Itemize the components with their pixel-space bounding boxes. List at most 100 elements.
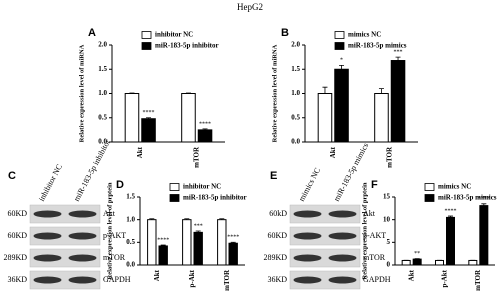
blot-row: [29, 270, 101, 290]
x-tick-label: Akt: [407, 269, 415, 281]
legend-label: inhibitor NC: [155, 31, 193, 39]
y-tick-label: 5: [387, 238, 391, 246]
y-axis-label: Relative expression level of prptein: [361, 182, 368, 279]
blot-row: [29, 204, 101, 224]
legend-swatch: [169, 183, 180, 191]
protein-label: Akt: [103, 209, 116, 218]
legend-swatch: [169, 194, 180, 202]
blot-band: [293, 210, 322, 218]
legend-swatch: [424, 183, 435, 191]
y-tick-label: 15: [383, 193, 391, 201]
y-axis-label: Relative expression level of miRNA: [271, 44, 278, 142]
significance: **: [414, 251, 420, 257]
y-tick-label: 1.5: [126, 193, 135, 201]
x-tick-label: mTOR: [192, 146, 200, 168]
blot-band: [33, 210, 62, 218]
significance: ***: [394, 50, 403, 56]
legend-label: mimics NC: [348, 31, 381, 39]
blot-band: [68, 210, 97, 218]
significance: ****: [227, 235, 239, 241]
bar: [124, 93, 140, 143]
blot-band: [33, 276, 62, 284]
blot-band: [328, 232, 357, 240]
bar: [193, 231, 203, 266]
legend-swatch: [424, 194, 435, 202]
protein-label: GAPDH: [103, 275, 131, 284]
bar: [390, 60, 406, 143]
x-tick-label: Akt: [136, 146, 144, 158]
error-bar: [149, 218, 155, 220]
error-bar: [195, 230, 201, 233]
y-tick-label: 0.0: [98, 138, 107, 146]
molecular-weight: 60kD: [269, 209, 287, 218]
bar: [479, 205, 489, 266]
bar: [158, 245, 168, 266]
bar: [446, 216, 455, 266]
panel-letter: B: [281, 27, 289, 39]
lane-label: mimics NC: [297, 166, 322, 203]
legend-swatch: [334, 42, 345, 50]
significance: ****: [199, 121, 211, 127]
error-bar: [230, 241, 236, 244]
bar: [374, 93, 389, 143]
bar: [317, 93, 333, 143]
bar: [228, 242, 238, 266]
error-bar: [146, 117, 152, 119]
protein-label: Akt: [363, 209, 376, 218]
error-bar: [322, 86, 328, 94]
legend-swatch: [141, 31, 152, 39]
error-bar: [448, 215, 453, 218]
significance: ****: [157, 237, 169, 243]
y-tick-label: 1.0: [126, 215, 135, 223]
legend-label: miR-183-5p mimics: [348, 42, 407, 50]
molecular-weight: 36KD: [7, 275, 27, 284]
blot-row: [29, 226, 101, 246]
bar: [412, 258, 422, 266]
blot-band: [68, 276, 97, 284]
x-tick-label: mTOR: [223, 269, 231, 291]
legend-label: inhibitor NC: [183, 183, 221, 191]
molecular-weight: 36KD: [267, 275, 287, 284]
x-tick-label: mTOR: [385, 146, 393, 168]
blot-band: [328, 276, 357, 284]
y-tick-label: 1.5: [98, 65, 107, 73]
blot-band: [293, 254, 322, 262]
significance: *: [340, 58, 343, 64]
molecular-weight: 289KD: [263, 253, 287, 262]
y-axis-label: Relative expression level of prptein: [106, 182, 113, 279]
panel-letter: C: [8, 170, 16, 182]
y-tick-label: 0: [387, 261, 391, 269]
error-bar: [378, 88, 384, 94]
bar: [147, 219, 157, 266]
bar: [468, 259, 478, 266]
blot-row: [289, 204, 361, 224]
significance: ****: [478, 196, 490, 202]
error-bar: [481, 203, 487, 206]
x-tick-label: p-Akt: [441, 269, 449, 287]
protein-label: mTOR: [363, 253, 386, 262]
molecular-weight: 289KD: [3, 253, 27, 262]
y-tick-label: 1.5: [291, 65, 300, 73]
blot-band: [328, 254, 357, 262]
x-tick-label: mTOR: [474, 269, 482, 291]
blot-band: [33, 232, 62, 240]
error-bar: [202, 128, 208, 130]
panel-letter: A: [88, 27, 96, 39]
legend-label: miR-183-5p inhibitor: [183, 194, 247, 202]
blot-row: [289, 248, 361, 268]
blot-row: [289, 270, 361, 290]
error-bar: [219, 218, 225, 220]
molecular-weight: 60KD: [7, 231, 27, 240]
figure-title: HepG2: [237, 2, 263, 12]
y-tick-label: 2.0: [291, 41, 300, 49]
x-tick-label: p-Akt: [188, 269, 196, 287]
y-tick-label: 10: [383, 215, 391, 223]
y-tick-label: 0.5: [291, 113, 300, 121]
blot-band: [328, 210, 357, 218]
panel-letter: D: [116, 179, 124, 191]
molecular-weight: 60KD: [7, 209, 27, 218]
legend-label: miR-183-5p mimics: [438, 194, 497, 202]
protein-label: p-AKT: [363, 231, 386, 240]
significance: ****: [143, 110, 155, 116]
error-bar: [160, 244, 166, 246]
